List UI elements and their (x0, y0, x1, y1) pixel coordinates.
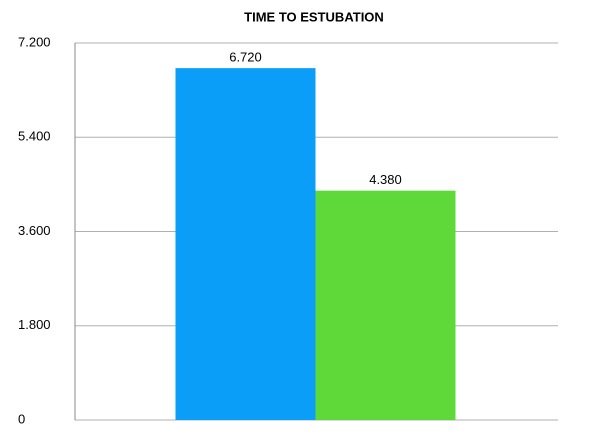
y-tick-label: 0 (18, 411, 25, 426)
data-label: 6.720 (229, 50, 262, 65)
bar (175, 68, 316, 420)
chart-title: TIME TO ESTUBATION (244, 9, 384, 24)
y-tick-label: 3.600 (18, 223, 51, 238)
y-tick-label: 7.200 (18, 34, 51, 49)
y-tick-label: 5.400 (18, 129, 51, 144)
data-label: 4.380 (369, 172, 402, 187)
bar (315, 190, 456, 420)
y-tick-label: 1.800 (18, 317, 51, 332)
